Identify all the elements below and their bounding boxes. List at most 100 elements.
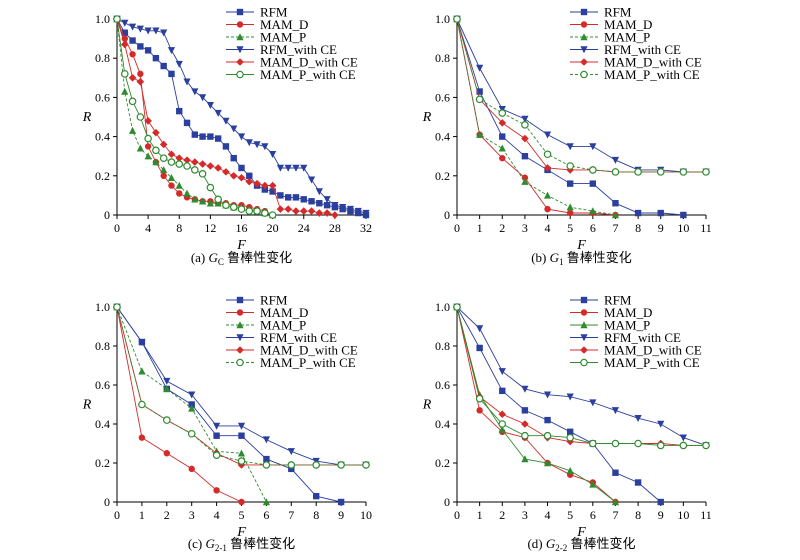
data-point-rfm-with-ce: [300, 164, 308, 172]
data-point-mam-d-with-ce: [323, 209, 331, 217]
data-point-rfm: [222, 143, 230, 150]
x-tick-label: 8: [635, 221, 641, 235]
x-tick-label: 9: [338, 508, 344, 522]
data-point-rfm: [207, 133, 214, 140]
data-point-rfm-with-ce: [284, 164, 292, 172]
data-point-rfm-with-ce: [262, 436, 270, 444]
legend-label-rfm-with-ce: RFM_with CE: [604, 42, 681, 57]
data-point-mam-p-with-ce: [262, 461, 271, 469]
caption-prefix: (c): [188, 536, 206, 551]
data-point-rfm: [499, 133, 506, 140]
data-point-rfm-with-ce: [292, 164, 300, 172]
data-point-rfm: [308, 198, 315, 205]
data-point-mam-d-with-ce: [284, 205, 292, 213]
x-tick-label: 6: [263, 508, 269, 522]
data-point-mam-p-with-ce: [337, 461, 345, 469]
legend-marker-mam-p-with-ce: [236, 70, 244, 79]
x-tick-label: 8: [635, 508, 641, 522]
legend-marker-rfm-with-ce: [236, 334, 244, 342]
series-mam-p: [453, 15, 620, 219]
data-point-mam-d: [144, 143, 152, 150]
legend-marker-mam-d-with-ce: [580, 58, 588, 66]
series-rfm-with-ce: [113, 15, 370, 217]
series-line-rfm: [456, 306, 661, 503]
data-point-rfm-with-ce: [566, 143, 574, 151]
data-point-mam-p-with-ce: [566, 162, 574, 170]
legend-label-mam-d: MAM_D: [260, 305, 308, 320]
data-point-rfm: [230, 154, 237, 162]
data-point-rfm: [566, 428, 574, 435]
data-point-mam-p: [144, 152, 152, 160]
y-axis-title: R: [82, 110, 92, 125]
x-tick-label: 1: [477, 221, 483, 235]
y-axis-title: R: [422, 398, 432, 413]
data-point-mam-d-with-ce: [136, 77, 145, 86]
data-point-mam-d: [188, 465, 195, 473]
legend-marker-rfm-with-ce: [580, 334, 588, 342]
data-point-rfm-with-ce: [206, 102, 214, 110]
data-point-mam-p: [175, 181, 183, 189]
data-point-mam-d-with-ce: [299, 207, 308, 215]
data-point-mam-d-with-ce: [292, 207, 300, 215]
data-point-rfm: [214, 135, 222, 142]
legend-marker-mam-p: [580, 321, 588, 329]
caption-suffix: 鲁棒性变化: [227, 536, 295, 551]
data-point-rfm: [263, 455, 270, 463]
caption-prefix: (d): [527, 536, 545, 551]
legend-marker-mam-p: [236, 33, 244, 41]
data-point-mam-p: [566, 203, 574, 211]
data-point-mam-p-with-ce: [120, 70, 129, 78]
legend-marker-mam-d-with-ce: [580, 346, 588, 354]
data-point-rfm-with-ce: [339, 203, 347, 211]
data-point-rfm: [191, 131, 199, 138]
data-point-mam-p: [206, 199, 214, 207]
legend-label-mam-p: MAM_P: [604, 30, 650, 45]
data-point-mam-p-with-ce: [611, 439, 620, 448]
data-point-mam-d-with-ce: [167, 150, 176, 159]
legend-label-mam-p-with-ce: MAM_P_with CE: [260, 355, 356, 370]
data-point-rfm-with-ce: [634, 414, 642, 422]
data-point-rfm-with-ce: [589, 399, 597, 407]
x-tick-label: 11: [700, 508, 712, 522]
data-point-mam-p-with-ce: [498, 109, 507, 117]
data-point-mam-d: [566, 209, 574, 217]
x-tick-label: 5: [567, 508, 573, 522]
data-point-rfm-with-ce: [362, 209, 370, 217]
data-point-rfm: [521, 153, 529, 160]
legend-marker-mam-p: [580, 33, 588, 41]
data-point-mam-p-with-ce: [175, 160, 184, 168]
data-point-rfm-with-ce: [657, 420, 665, 428]
data-point-mam-d-with-ce: [543, 164, 552, 172]
panel-caption: (c) G2-1 鲁棒性变化: [188, 536, 295, 553]
data-point-mam-d: [129, 51, 136, 58]
data-point-rfm-with-ce: [521, 385, 529, 393]
x-tick-label: 5: [567, 221, 573, 235]
data-point-rfm-with-ce: [521, 115, 529, 123]
x-axis-title: F: [236, 238, 246, 253]
data-point-mam-d-with-ce: [214, 164, 222, 172]
x-tick-label: 0: [114, 221, 120, 235]
data-point-mam-p: [589, 207, 597, 215]
data-point-mam-p-with-ce: [159, 154, 168, 162]
caption-symbol: G: [546, 536, 556, 551]
data-point-rfm: [160, 62, 167, 70]
data-point-mam-p-with-ce: [656, 441, 665, 450]
data-point-rfm-with-ce: [253, 141, 261, 149]
data-point-mam-d-with-ce: [198, 160, 207, 168]
data-point-rfm-with-ce: [307, 176, 316, 184]
data-point-mam-d-with-ce: [159, 140, 168, 149]
data-point-rfm: [183, 119, 191, 127]
series-line-mam-p: [456, 306, 616, 503]
data-point-mam-p-with-ce: [136, 113, 145, 121]
legend-marker-mam-d: [236, 309, 244, 316]
data-point-rfm-with-ce: [198, 94, 207, 102]
legend-marker-rfm: [580, 8, 588, 16]
x-tick-label: 2: [499, 508, 505, 522]
legend-marker-mam-d: [236, 21, 244, 28]
y-tick-label: 0.4: [95, 130, 110, 144]
data-point-mam-p-with-ce: [475, 394, 484, 403]
x-tick-label: 0: [454, 221, 460, 235]
data-point-mam-p: [476, 130, 484, 138]
